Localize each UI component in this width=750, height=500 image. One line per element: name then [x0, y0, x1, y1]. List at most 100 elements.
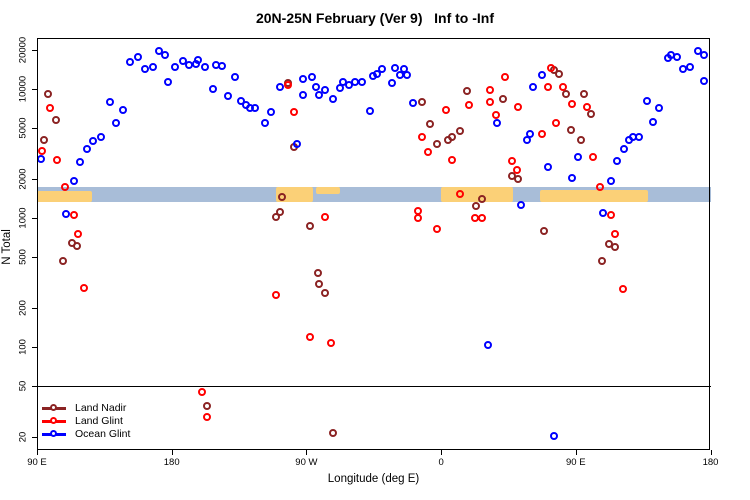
point-ocean-glint — [267, 108, 276, 117]
point-land-glint — [611, 229, 620, 238]
point-land-nadir — [51, 115, 60, 124]
point-land-glint — [321, 213, 330, 222]
point-ocean-glint — [403, 71, 412, 80]
point-land-nadir — [72, 241, 81, 250]
point-ocean-glint — [550, 432, 559, 441]
legend-label: Land Nadir — [75, 402, 127, 414]
point-land-nadir — [514, 175, 523, 184]
point-land-nadir — [306, 222, 315, 231]
point-land-glint — [559, 83, 568, 92]
point-ocean-glint — [315, 91, 324, 100]
point-land-nadir — [611, 242, 620, 251]
y-tick-label: 2000 — [17, 168, 29, 190]
point-land-glint — [596, 183, 605, 192]
point-land-glint — [433, 224, 442, 233]
point-land-nadir — [321, 288, 330, 297]
point-land-nadir — [478, 195, 487, 204]
point-ocean-glint — [148, 63, 157, 72]
point-ocean-glint — [620, 145, 629, 154]
point-land-nadir — [425, 120, 434, 129]
y-tick-label: 1000 — [17, 207, 29, 229]
reference-line-n50 — [37, 385, 711, 387]
point-ocean-glint — [373, 70, 382, 79]
point-land-glint — [413, 214, 422, 223]
x-tick — [710, 450, 712, 455]
point-ocean-glint — [62, 210, 71, 219]
legend-marker-circle — [50, 417, 57, 424]
point-land-glint — [512, 166, 521, 175]
point-ocean-glint — [526, 130, 535, 139]
point-ocean-glint — [388, 78, 397, 87]
x-tick-label: 90 W — [295, 457, 318, 468]
point-ocean-glint — [328, 95, 337, 104]
point-land-glint — [69, 211, 78, 220]
x-tick-label: 90 E — [27, 457, 47, 468]
point-land-nadir — [433, 140, 442, 149]
point-ocean-glint — [350, 78, 359, 87]
y-tick — [32, 50, 37, 51]
legend-label: Ocean Glint — [75, 428, 131, 440]
point-ocean-glint — [201, 63, 210, 72]
point-land-nadir — [418, 97, 427, 106]
x-tick — [441, 450, 443, 455]
x-tick — [306, 450, 308, 455]
point-ocean-glint — [377, 65, 386, 74]
point-ocean-glint — [223, 92, 232, 101]
point-land-glint — [283, 81, 292, 90]
point-ocean-glint — [111, 119, 120, 128]
point-ocean-glint — [75, 158, 84, 167]
point-land-glint — [478, 214, 487, 223]
point-land-glint — [464, 101, 473, 110]
point-land-glint — [606, 211, 615, 220]
y-tick — [32, 256, 37, 258]
point-ocean-glint — [250, 104, 259, 112]
y-tick — [32, 217, 37, 219]
point-ocean-glint — [635, 132, 644, 141]
point-land-nadir — [276, 208, 285, 217]
point-land-nadir — [587, 110, 596, 119]
point-ocean-glint — [261, 119, 270, 128]
y-tick-label: 100 — [17, 338, 29, 355]
point-ocean-glint — [321, 86, 330, 95]
y-tick-label: 10000 — [17, 75, 29, 103]
point-ocean-glint — [292, 140, 301, 149]
point-land-glint — [568, 100, 576, 109]
point-land-nadir — [271, 213, 280, 222]
point-ocean-glint — [163, 78, 172, 87]
point-land-glint — [271, 290, 280, 299]
point-ocean-glint — [171, 63, 180, 72]
point-ocean-glint — [276, 83, 285, 92]
point-land-glint — [470, 214, 479, 223]
point-land-nadir — [202, 402, 211, 411]
point-land-nadir — [463, 87, 472, 96]
y-tick — [32, 308, 37, 309]
point-land-nadir — [455, 126, 464, 135]
point-land-glint — [485, 86, 494, 95]
point-ocean-glint — [642, 97, 651, 106]
point-ocean-glint — [517, 200, 526, 209]
y-tick — [32, 88, 37, 90]
point-land-nadir — [448, 133, 457, 142]
point-ocean-glint — [395, 71, 404, 80]
point-land-glint — [60, 183, 69, 192]
point-land-glint — [53, 156, 62, 165]
point-land-nadir — [566, 126, 575, 135]
point-land-glint — [418, 133, 427, 142]
point-land-glint — [618, 285, 627, 294]
y-tick — [32, 127, 37, 129]
point-ocean-glint — [612, 157, 621, 166]
point-ocean-glint — [298, 91, 307, 100]
point-ocean-glint — [391, 64, 400, 73]
y-tick — [32, 346, 37, 348]
point-ocean-glint — [493, 118, 502, 127]
point-ocean-glint — [599, 209, 608, 218]
point-ocean-glint — [119, 106, 127, 115]
point-ocean-glint — [606, 177, 615, 186]
x-axis-title: Longitude (deg E) — [327, 473, 420, 485]
point-land-glint — [500, 73, 509, 82]
point-ocean-glint — [409, 98, 418, 107]
point-land-nadir — [554, 70, 563, 79]
point-land-glint — [38, 146, 47, 155]
